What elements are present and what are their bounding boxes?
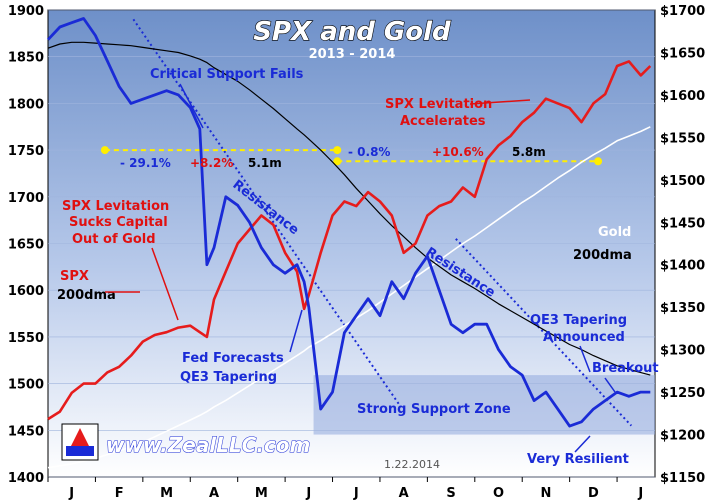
right-tick-label: $1350 [660, 301, 705, 316]
annotation-spx-200dma: 200dma [57, 288, 116, 303]
annotation-gold: Gold [598, 225, 631, 240]
annotation-sucks-capital-3: Out of Gold [72, 232, 156, 247]
date-stamp: 1.22.2014 [384, 458, 440, 471]
stat-gold-change-1: - 29.1% [120, 156, 171, 170]
right-tick-label: $1300 [660, 344, 705, 359]
right-tick-label: $1550 [660, 131, 705, 146]
arrow-spx-accelerates [469, 99, 531, 105]
x-tick-label: N [540, 486, 551, 501]
left-tick-label: 1550 [8, 331, 44, 346]
stat-spx-change-2: +10.6% [432, 145, 484, 159]
x-tick-label: J [305, 486, 311, 501]
right-tick-label: $1650 [660, 46, 705, 61]
x-tick-label: A [399, 486, 409, 501]
ref-line-dot [333, 146, 342, 155]
series-lines [46, 17, 652, 469]
annotation-fed-forecasts-2: QE3 Tapering [180, 370, 277, 385]
annotation-very-resilient: Very Resilient [527, 452, 629, 467]
reference-lines [100, 146, 603, 166]
x-tick-label: J [353, 486, 359, 501]
ref-line-dot [594, 157, 603, 166]
stat-duration-2: 5.8m [512, 145, 546, 159]
arrow-critical-support [179, 83, 204, 129]
left-tick-label: 1750 [8, 144, 44, 159]
series-line-gold [46, 17, 651, 428]
x-tick-label: D [588, 486, 599, 501]
annotation-qe3-announced-1: QE3 Tapering [530, 313, 627, 328]
annotation-breakout: Breakout [592, 361, 659, 376]
annotation-strong-support: Strong Support Zone [357, 402, 511, 417]
arrow-qe3-announced [579, 345, 591, 373]
right-axis-ticks: $1700 $1650 $1600 $1550 $1500 $1450 $1400 $1350… [660, 4, 705, 486]
annotation-spx-levitation-1: SPX Levitation [385, 97, 492, 112]
series-line-spx [47, 60, 652, 421]
left-tick-label: 1450 [8, 424, 44, 439]
annotation-sucks-capital-2: Sucks Capital [69, 215, 168, 230]
left-tick-label: 1400 [8, 471, 44, 486]
stat-gold-change-2: - 0.8% [348, 145, 390, 159]
right-tick-label: $1450 [660, 216, 705, 231]
series-line-spx-200dma [47, 126, 651, 469]
zeal-logo [61, 423, 99, 461]
x-tick-label: J [637, 486, 643, 501]
x-tick-label: M [255, 486, 268, 501]
left-tick-label: 1900 [8, 4, 44, 19]
right-tick-label: $1250 [660, 386, 705, 401]
left-tick-label: 1500 [8, 378, 44, 393]
left-tick-label: 1650 [8, 238, 44, 253]
arrow-very-resilient [574, 435, 591, 453]
left-tick-label: 1600 [8, 284, 44, 299]
x-tick-label: M [160, 486, 173, 501]
chart-title: SPX and Gold [253, 17, 451, 47]
right-tick-label: $1500 [660, 174, 705, 189]
x-tick-label: J [68, 486, 74, 501]
gridlines [48, 9, 655, 478]
ref-line-dot [333, 157, 342, 166]
annotation-spx: SPX [60, 269, 89, 284]
x-tick-label: A [209, 486, 219, 501]
stats: - 29.1% +8.2% 5.1m - 0.8% +10.6% 5.8m [120, 145, 546, 170]
left-tick-label: 1800 [8, 97, 44, 112]
annotation-fed-forecasts-1: Fed Forecasts [182, 351, 284, 366]
annotation-qe3-announced-2: Announced [543, 330, 625, 345]
ref-line-dot [100, 146, 109, 155]
x-tick-label: F [115, 486, 124, 501]
left-axis-ticks: 1900 1850 1800 1750 1700 1650 1600 1550 1500 1450… [8, 4, 44, 486]
stat-spx-change-1: +8.2% [190, 156, 233, 170]
annotation-gold-200dma: 200dma [573, 248, 632, 263]
arrow-fed-forecasts [289, 309, 303, 353]
arrow-breakout [604, 377, 616, 393]
x-tick-label: S [446, 486, 455, 501]
annotation-spx-levitation-2: Accelerates [400, 114, 486, 129]
right-tick-label: $1200 [660, 429, 705, 444]
right-tick-label: $1600 [660, 89, 705, 104]
series-line-gold-200dma [47, 41, 651, 376]
left-tick-label: 1850 [8, 51, 44, 66]
right-tick-label: $1400 [660, 259, 705, 274]
website-label: www.ZealLLC.com [106, 433, 310, 457]
chart-subtitle: 2013 - 2014 [309, 47, 396, 62]
annotation-critical-support: Critical Support Fails [150, 67, 304, 82]
annotation-sucks-capital-1: SPX Levitation [62, 199, 169, 214]
right-tick-label: $1700 [660, 4, 705, 19]
x-tick-label: O [493, 486, 504, 501]
annotation-arrows [105, 83, 616, 453]
left-tick-label: 1700 [8, 191, 44, 206]
right-tick-label: $1150 [660, 471, 705, 486]
stat-duration-1: 5.1m [248, 156, 282, 170]
arrow-sucks-capital [151, 247, 179, 321]
